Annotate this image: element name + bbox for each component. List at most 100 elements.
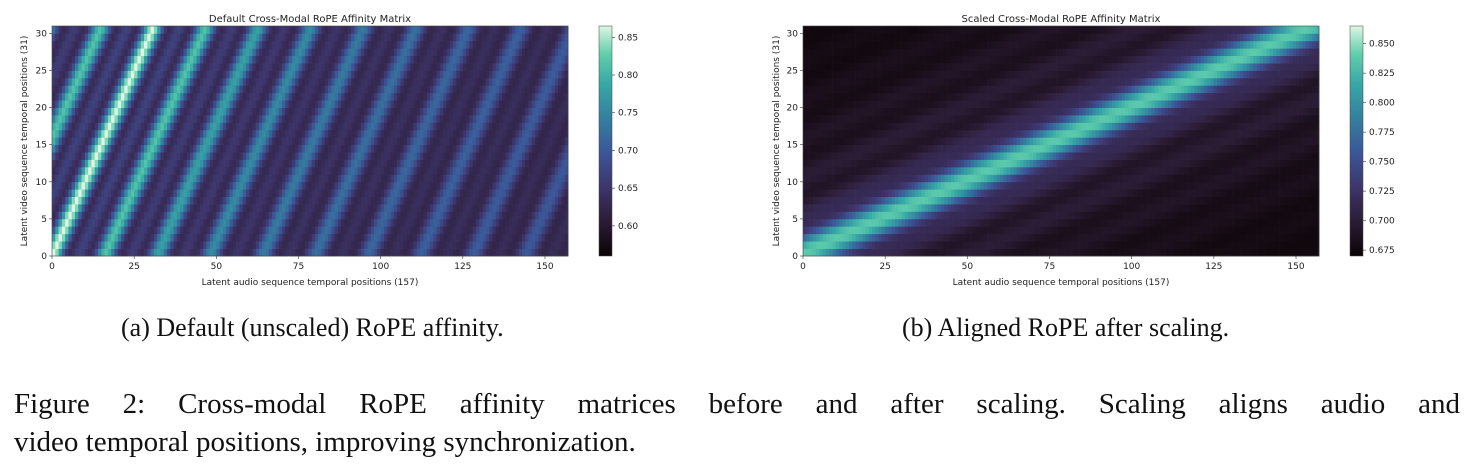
heatmap-cell bbox=[334, 233, 339, 242]
heatmap-cell bbox=[377, 85, 382, 94]
heatmap-cell bbox=[209, 241, 214, 249]
heatmap-cell bbox=[65, 226, 69, 235]
heatmap-cell bbox=[354, 144, 359, 153]
heatmap-cell bbox=[61, 48, 66, 57]
heatmap-cell bbox=[255, 159, 260, 168]
heatmap-cell bbox=[170, 85, 174, 94]
heatmap-cell bbox=[482, 107, 487, 116]
heatmap-cell bbox=[403, 40, 408, 49]
heatmap-cell bbox=[94, 218, 99, 227]
heatmap-cell bbox=[124, 70, 128, 79]
heatmap-cell bbox=[94, 204, 99, 212]
heatmap-cell bbox=[337, 159, 342, 168]
heatmap-cell bbox=[137, 211, 142, 220]
heatmap-cell bbox=[94, 174, 99, 183]
heatmap-cell bbox=[318, 211, 322, 220]
heatmap-cell bbox=[288, 181, 293, 190]
heatmap-cell bbox=[515, 92, 520, 101]
heatmap-cell bbox=[134, 85, 138, 94]
heatmap-cell bbox=[370, 204, 375, 212]
heatmap-cell bbox=[446, 189, 451, 197]
heatmap-cell bbox=[498, 211, 503, 220]
heatmap-cell bbox=[531, 55, 536, 64]
heatmap-cell bbox=[160, 189, 165, 197]
heatmap-cell bbox=[416, 55, 421, 64]
heatmap-cell bbox=[272, 241, 276, 249]
heatmap-cell bbox=[443, 166, 447, 175]
heatmap-cell bbox=[554, 189, 559, 197]
heatmap-cell bbox=[397, 144, 401, 153]
heatmap-cell bbox=[314, 189, 319, 197]
heatmap-cell bbox=[265, 107, 270, 116]
heatmap-cell bbox=[370, 181, 375, 190]
heatmap-cell bbox=[561, 144, 566, 153]
heatmap-cell bbox=[305, 48, 309, 57]
heatmap-cell bbox=[101, 85, 105, 94]
heatmap-cell bbox=[193, 181, 197, 190]
heatmap-cell bbox=[328, 218, 332, 227]
heatmap-cell bbox=[354, 100, 359, 108]
heatmap-cell bbox=[443, 77, 447, 86]
heatmap-cell bbox=[140, 92, 145, 101]
heatmap-cell bbox=[255, 26, 260, 34]
heatmap-cell bbox=[367, 196, 372, 205]
heatmap-cell bbox=[482, 48, 487, 57]
heatmap-cell bbox=[321, 181, 326, 190]
heatmap-cell bbox=[502, 40, 506, 49]
heatmap-cell bbox=[213, 166, 217, 175]
heatmap-cell bbox=[163, 26, 168, 34]
heatmap-cell bbox=[61, 218, 66, 227]
heatmap-cell bbox=[443, 33, 447, 42]
heatmap-cell bbox=[196, 144, 201, 153]
heatmap-cell bbox=[469, 152, 474, 160]
heatmap-cell bbox=[68, 70, 73, 79]
heatmap-cell bbox=[52, 204, 56, 212]
heatmap-cell bbox=[173, 233, 178, 242]
heatmap-cell bbox=[150, 40, 155, 49]
heatmap-cell bbox=[459, 129, 464, 138]
heatmap-cell bbox=[354, 63, 359, 71]
heatmap-cell bbox=[531, 159, 536, 168]
heatmap-cell bbox=[252, 233, 257, 242]
heatmap-cell bbox=[374, 174, 378, 183]
heatmap-cell bbox=[495, 55, 500, 64]
heatmap-cell bbox=[318, 122, 322, 131]
heatmap-cell bbox=[282, 70, 286, 79]
heatmap-cell bbox=[505, 85, 510, 94]
heatmap-cell bbox=[479, 129, 483, 138]
heatmap-cell bbox=[262, 70, 266, 79]
heatmap-cell bbox=[449, 144, 454, 153]
heatmap-cell bbox=[190, 100, 194, 108]
heatmap-cell bbox=[183, 137, 188, 146]
heatmap-cell bbox=[337, 233, 342, 242]
heatmap-cell bbox=[374, 92, 378, 101]
heatmap-cell bbox=[469, 33, 474, 42]
heatmap-cell bbox=[124, 77, 128, 86]
heatmap-cell bbox=[173, 85, 178, 94]
heatmap-cell bbox=[186, 204, 191, 212]
heatmap-cell bbox=[255, 241, 260, 249]
heatmap-cell bbox=[272, 218, 276, 227]
heatmap-cell bbox=[71, 196, 76, 205]
heatmap-cell bbox=[167, 92, 171, 101]
heatmap-cell bbox=[374, 204, 378, 212]
heatmap-cell bbox=[512, 211, 516, 220]
heatmap-cell bbox=[75, 144, 79, 153]
heatmap-cell bbox=[324, 166, 329, 175]
heatmap-cell bbox=[469, 85, 474, 94]
heatmap-cell bbox=[173, 137, 178, 146]
heatmap-cell bbox=[518, 77, 523, 86]
heatmap-cell bbox=[203, 152, 207, 160]
heatmap-cell bbox=[140, 144, 145, 153]
heatmap-cell bbox=[525, 129, 529, 138]
heatmap-cell bbox=[199, 100, 204, 108]
heatmap-cell bbox=[410, 55, 414, 64]
heatmap-cell bbox=[456, 122, 460, 131]
heatmap-cell bbox=[58, 174, 63, 183]
heatmap-cell bbox=[429, 248, 434, 257]
heatmap-cell bbox=[52, 115, 56, 123]
heatmap-cell bbox=[521, 241, 526, 249]
heatmap-cell bbox=[308, 48, 312, 57]
heatmap-cell bbox=[341, 152, 345, 160]
heatmap-cell bbox=[433, 144, 437, 153]
